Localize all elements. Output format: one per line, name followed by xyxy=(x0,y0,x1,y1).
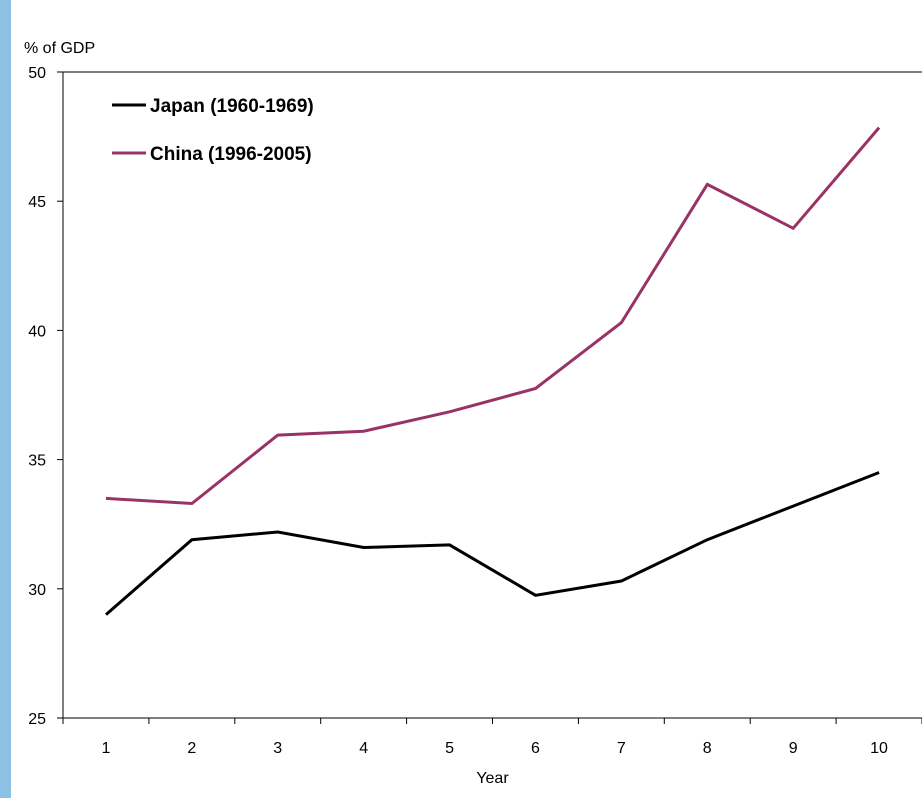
left-accent-bar xyxy=(0,0,11,798)
y-tick-label: 25 xyxy=(28,711,46,728)
x-tick-label: 4 xyxy=(359,740,368,757)
x-tick-label: 10 xyxy=(870,740,888,757)
x-tick-label: 2 xyxy=(187,740,196,757)
x-axis-ticks: 1 2 3 4 5 6 7 8 9 10 xyxy=(62,718,922,757)
x-axis-title: Year xyxy=(476,770,509,787)
x-tick-label: 7 xyxy=(617,740,626,757)
x-tick-label: 5 xyxy=(445,740,454,757)
y-tick-label: 35 xyxy=(28,453,46,470)
x-tick-label: 9 xyxy=(789,740,798,757)
axes xyxy=(62,71,922,719)
legend: Japan (1960-1969) China (1996-2005) xyxy=(112,96,314,165)
x-tick-label: 6 xyxy=(531,740,540,757)
y-axis-ticks: 25 30 35 40 45 50 xyxy=(28,65,63,728)
x-tick-label: 3 xyxy=(273,740,282,757)
y-tick-label: 40 xyxy=(28,323,46,340)
x-tick-label: 8 xyxy=(703,740,712,757)
legend-label: China (1996-2005) xyxy=(150,144,312,165)
y-tick-label: 30 xyxy=(28,582,46,599)
legend-label: Japan (1960-1969) xyxy=(150,96,314,117)
series-layer xyxy=(105,126,881,616)
x-tick-label: 1 xyxy=(101,740,110,757)
series-line-2 xyxy=(105,126,881,506)
series-line-1 xyxy=(105,471,880,616)
y-tick-label: 45 xyxy=(28,194,46,211)
y-axis-title: % of GDP xyxy=(24,40,95,57)
y-tick-label: 50 xyxy=(28,65,46,82)
